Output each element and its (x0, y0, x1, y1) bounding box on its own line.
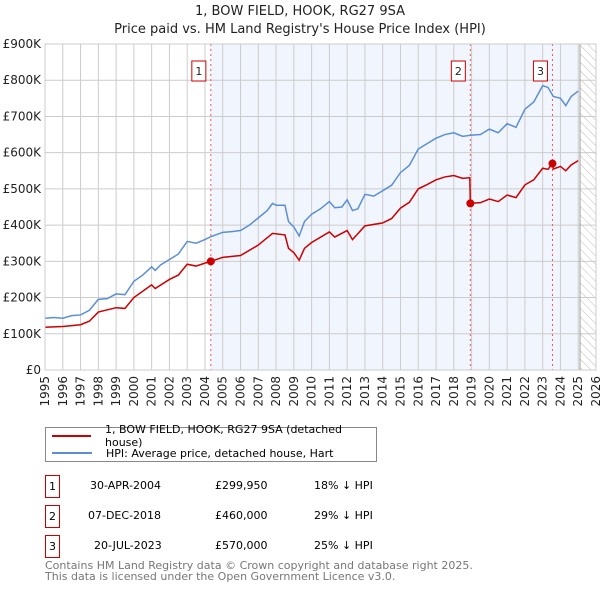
x-tick-label: 1997 (74, 376, 88, 407)
x-tick-label: 2025 (571, 376, 585, 407)
legend-item-hpi: HPI: Average price, detached house, Hart (52, 445, 333, 461)
sale-marker-label: 2 (455, 65, 462, 78)
shaded-region (210, 44, 579, 370)
y-tick-label: £900K (3, 37, 43, 51)
y-tick-label: £700K (3, 109, 43, 123)
hpi-line (44, 84, 579, 319)
transaction-hpi-diff: 29% ↓ HPI (314, 509, 373, 522)
x-tick-label: 2004 (198, 376, 212, 407)
footer-licence: This data is licensed under the Open Gov… (45, 570, 396, 583)
transaction-marker: 2 (45, 505, 60, 528)
legend-swatch (52, 435, 91, 437)
y-tick-label: £800K (3, 73, 43, 87)
x-tick-label: 1996 (56, 376, 70, 407)
legend-label: HPI: Average price, detached house, Hart (106, 446, 334, 460)
transaction-hpi-diff: 18% ↓ HPI (314, 479, 373, 492)
x-tick-label: 2018 (447, 376, 461, 407)
x-tick-label: 2008 (269, 376, 283, 407)
transaction-date: 07-DEC-2018 (88, 509, 162, 522)
y-tick-label: £100K (3, 327, 43, 341)
y-tick-label: £500K (3, 182, 43, 196)
forecast-hatch (580, 44, 596, 370)
sale-marker-box (532, 60, 548, 82)
legend-label: 1, BOW FIELD, HOOK, RG27 9SA (detached h… (105, 423, 343, 449)
x-tick-label: 2014 (376, 376, 390, 407)
transaction-date: 30-APR-2004 (90, 479, 162, 492)
x-tick-label: 2021 (500, 376, 514, 407)
line-chart: 1995 1996 1997 1998 1999 2000 2001 2002 2003 2004… (3, 37, 600, 407)
sale-marker-label: 3 (537, 65, 544, 78)
x-tick-label: 2010 (305, 376, 319, 407)
y-tick-label: £400K (3, 218, 43, 232)
x-tick-label: 2023 (536, 376, 550, 407)
legend-item-price: 1, BOW FIELD, HOOK, RG27 9SA (detached h… (52, 423, 376, 449)
x-tick-label: 2024 (553, 376, 567, 407)
transaction-row: 1 30-APR-2004 £299,950 18% ↓ HPI (45, 475, 445, 498)
sale-point (466, 199, 475, 208)
transaction-marker: 1 (45, 475, 60, 498)
legend-swatch (52, 452, 92, 454)
y-tick-label: £0 (26, 363, 41, 377)
chart-title: 1, BOW FIELD, HOOK, RG27 9SA (195, 4, 405, 19)
x-tick-label: 2005 (216, 376, 230, 407)
x-tick-label: 2022 (518, 376, 532, 407)
x-tick-label: 2012 (340, 376, 354, 407)
x-tick-label: 2006 (234, 376, 248, 407)
x-tick-label: 1995 (38, 376, 52, 407)
sale-point (206, 257, 215, 266)
x-tick-label: 2020 (482, 376, 496, 407)
x-tick-label: 2016 (411, 376, 425, 407)
footer: Contains HM Land Registry data © Crown c… (45, 560, 473, 582)
x-tick-label: 2026 (589, 376, 600, 407)
x-tick-label: 2001 (145, 376, 159, 407)
x-tick-label: 2013 (358, 376, 372, 407)
x-tick-label: 2019 (465, 376, 479, 407)
y-tick-label: £200K (3, 291, 43, 305)
y-tick-label: £600K (3, 146, 43, 160)
x-tick-label: 2000 (127, 376, 141, 407)
x-tick-label: 2015 (393, 376, 407, 407)
transaction-date: 20-JUL-2023 (94, 539, 162, 552)
price-paid-line (44, 159, 579, 329)
chart-subtitle: Price paid vs. HM Land Registry's House … (114, 22, 486, 37)
legend: 1, BOW FIELD, HOOK, RG27 9SA (detached h… (45, 423, 377, 462)
transaction-price: £460,000 (215, 509, 268, 522)
transaction-row: 3 20-JUL-2023 £570,000 25% ↓ HPI (45, 535, 445, 558)
x-tick-label: 2002 (162, 376, 176, 407)
x-tick-label: 2009 (287, 376, 301, 407)
sale-point (548, 159, 557, 168)
transaction-row: 2 07-DEC-2018 £460,000 29% ↓ HPI (45, 505, 445, 528)
transaction-marker: 3 (45, 535, 60, 558)
x-tick-label: 2017 (429, 376, 443, 407)
sale-marker-box (191, 60, 207, 82)
plot-frame (44, 43, 597, 371)
sale-marker-box (450, 60, 466, 82)
sale-marker-label: 1 (195, 65, 202, 78)
footer-copyright: Contains HM Land Registry data © Crown c… (45, 559, 473, 572)
x-tick-label: 2003 (180, 376, 194, 407)
y-tick-label: £300K (3, 254, 43, 268)
transaction-price: £299,950 (215, 479, 268, 492)
x-tick-label: 1999 (109, 376, 123, 407)
x-tick-label: 1998 (91, 376, 105, 407)
x-tick-label: 2011 (322, 376, 336, 407)
transaction-hpi-diff: 25% ↓ HPI (314, 539, 373, 552)
x-tick-label: 2007 (251, 376, 265, 407)
transaction-price: £570,000 (215, 539, 268, 552)
